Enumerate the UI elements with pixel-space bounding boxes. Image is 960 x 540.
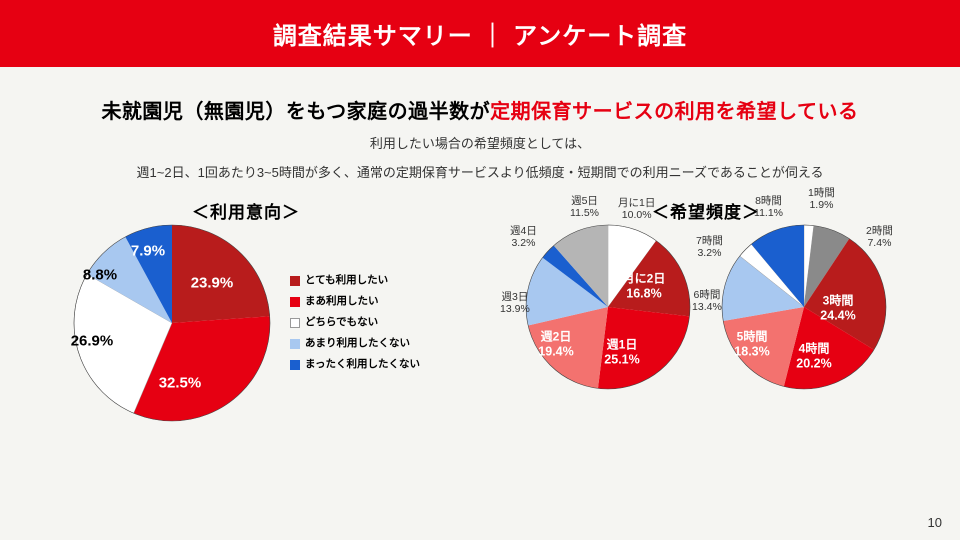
headline-em: 定期保育サービスの利用を希望している <box>490 101 858 123</box>
slice-label: 7.9% <box>131 242 165 259</box>
slice-outer-label: 7時間3.2% <box>696 235 723 260</box>
legend-swatch <box>290 339 300 349</box>
headline: 未就園児（無園児）をもつ家庭の過半数が定期保育サービスの利用を希望している <box>20 95 940 124</box>
pie-c: 1時間1.9%2時間7.4%3時間24.4%4時間20.2%5時間18.3%6時… <box>720 223 888 391</box>
slice-outer-label: 週3日13.9% <box>500 291 530 316</box>
slice-outer-label: 月に1日10.0% <box>618 197 655 222</box>
slice-outer-label: 6時間13.4% <box>692 289 722 314</box>
slice-label: 3時間24.4% <box>820 291 855 322</box>
legend-row: あまり利用したくない <box>290 333 420 354</box>
slice-label: 8.8% <box>83 266 117 283</box>
legend-text: とても利用したい <box>305 270 388 291</box>
legend-text: まあ利用したい <box>305 291 379 312</box>
slice-outer-label: 2時間7.4% <box>866 225 893 250</box>
slice-label: 週2日19.4% <box>538 327 573 358</box>
sub-line-1: 利用したい場合の希望頻度としては、 <box>0 134 960 155</box>
charts-row: ＜利用意向＞ 23.9%32.5%26.9%8.8%7.9% とても利用したいま… <box>0 192 960 423</box>
legend-row: どちらでもない <box>290 312 420 333</box>
legend-a: とても利用したいまあ利用したいどちらでもないあまり利用したくないまったく利用した… <box>290 270 420 375</box>
slice-label: 32.5% <box>159 374 202 391</box>
slice-label: 26.9% <box>71 332 114 349</box>
chart-bc-title: ＜希望頻度＞ <box>652 198 760 223</box>
slice-outer-label: 週5日11.5% <box>570 195 599 220</box>
chart-bc-col: ＜希望頻度＞ 月に1日10.0% 月に2日16.8% 週1日25.1% 週2日19.4… <box>524 198 888 391</box>
slice-label: 週1日25.1% <box>604 335 639 366</box>
legend-swatch <box>290 360 300 370</box>
pie-a: 23.9% 32.5% 26.9% 8.8% 7.9% <box>72 223 272 423</box>
chart-a-area: 23.9% 32.5% 26.9% 8.8% 7.9% とても利用したいまあ利用したいど… <box>72 223 420 423</box>
headline-pre: 未就園児（無園児）をもつ家庭の過半数が <box>101 101 490 123</box>
chart-a-title: ＜利用意向＞ <box>192 198 300 223</box>
legend-text: あまり利用したくない <box>305 333 410 354</box>
chart-bc-pair: 月に1日10.0%月に2日16.8%週1日25.1%週2日19.4%週3日13.… <box>524 223 888 391</box>
legend-swatch <box>290 297 300 307</box>
slice-label: 23.9% <box>191 274 234 291</box>
slice-label: 月に2日16.8% <box>623 269 666 300</box>
page-number: 10 <box>928 515 942 530</box>
chart-a-col: ＜利用意向＞ 23.9%32.5%26.9%8.8%7.9% とても利用したいま… <box>72 198 420 423</box>
slice-outer-label: 1時間1.9% <box>808 187 835 212</box>
legend-row: とても利用したい <box>290 270 420 291</box>
legend-text: まったく利用したくない <box>305 354 420 375</box>
sub-line-2: 週1~2日、1回あたり3~5時間が多く、通常の定期保育サービスより低頻度・短期間… <box>0 163 960 184</box>
legend-row: まったく利用したくない <box>290 354 420 375</box>
legend-swatch <box>290 276 300 286</box>
legend-swatch <box>290 318 300 328</box>
header-bar: 調査結果サマリー ｜ アンケート調査 <box>0 0 960 67</box>
slice-outer-label: 8時間11.1% <box>754 195 783 220</box>
slice-outer-label: 週4日3.2% <box>510 225 537 250</box>
legend-text: どちらでもない <box>305 312 378 333</box>
slice-label: 5時間18.3% <box>734 327 769 358</box>
pie-b: 月に1日10.0%月に2日16.8%週1日25.1%週2日19.4%週3日13.… <box>524 223 692 391</box>
slice-label: 4時間20.2% <box>796 339 831 370</box>
legend-row: まあ利用したい <box>290 291 420 312</box>
